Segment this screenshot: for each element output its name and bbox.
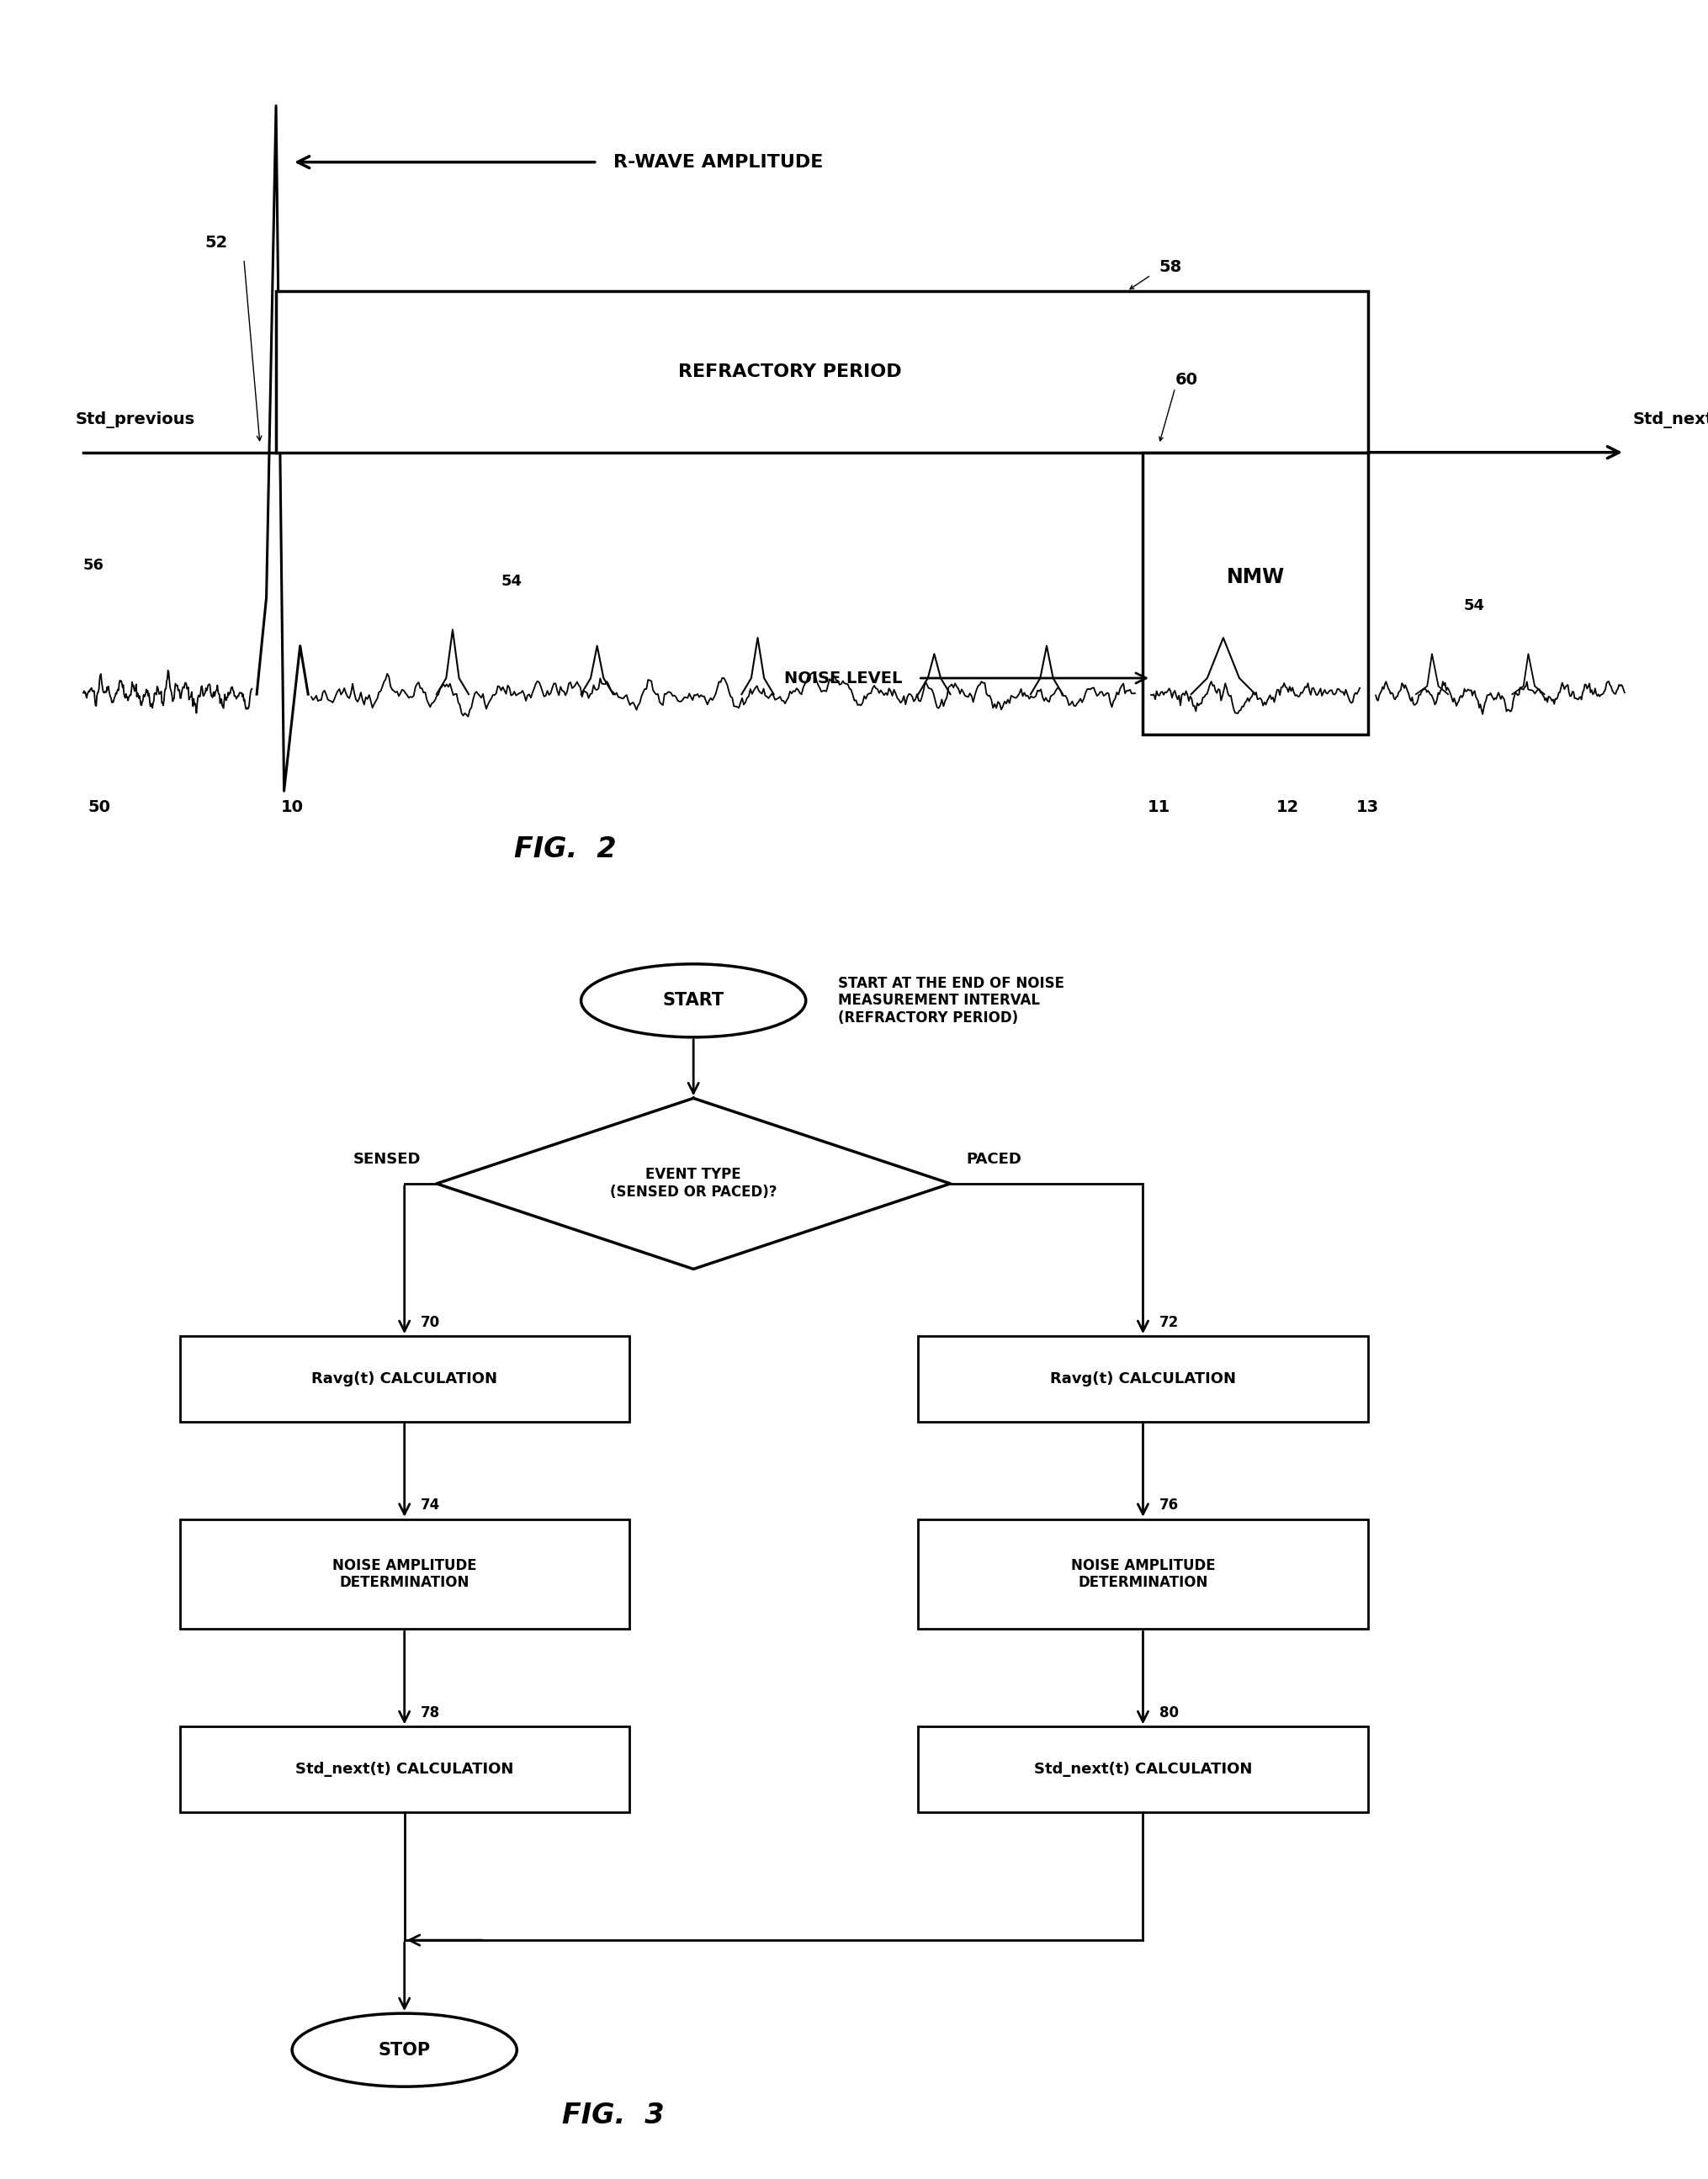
Text: SENSED: SENSED (354, 1153, 420, 1166)
Bar (919, 1519, 1368, 1630)
Text: 54: 54 (500, 573, 523, 588)
Text: Ravg(t) CALCULATION: Ravg(t) CALCULATION (311, 1371, 497, 1386)
Text: 58: 58 (1160, 259, 1182, 275)
Text: 76: 76 (1160, 1497, 1179, 1512)
Text: 52: 52 (205, 235, 227, 251)
Text: 12: 12 (1276, 800, 1300, 815)
Bar (1143, 453, 1368, 734)
Text: Std_next(t) CALCULATION: Std_next(t) CALCULATION (1033, 1763, 1252, 1776)
Text: Std_next(t) CALCULATION: Std_next(t) CALCULATION (295, 1763, 514, 1776)
Text: 60: 60 (1175, 373, 1197, 388)
Text: FIG.  3: FIG. 3 (562, 2101, 664, 2129)
Bar (919, 1726, 1368, 1813)
Text: 54: 54 (1464, 597, 1486, 612)
Text: FIG.  2: FIG. 2 (514, 837, 617, 863)
Text: Std_next: Std_next (1633, 412, 1708, 429)
Text: START AT THE END OF NOISE
MEASUREMENT INTERVAL
(REFRACTORY PERIOD): START AT THE END OF NOISE MEASUREMENT IN… (839, 976, 1064, 1026)
Text: EVENT TYPE
(SENSED OR PACED)?: EVENT TYPE (SENSED OR PACED)? (610, 1168, 777, 1201)
Text: R-WAVE AMPLITUDE: R-WAVE AMPLITUDE (613, 155, 823, 170)
Text: NOISE AMPLITUDE
DETERMINATION: NOISE AMPLITUDE DETERMINATION (1071, 1558, 1214, 1591)
Polygon shape (437, 1098, 950, 1268)
Text: NOISE LEVEL: NOISE LEVEL (784, 671, 902, 686)
Text: 10: 10 (280, 800, 304, 815)
Text: 56: 56 (84, 558, 104, 573)
Text: PACED: PACED (967, 1153, 1021, 1166)
Text: 74: 74 (420, 1497, 441, 1512)
Text: 72: 72 (1160, 1314, 1179, 1329)
Bar (919, 1336, 1368, 1421)
Text: 80: 80 (1160, 1706, 1179, 1721)
Text: Std_previous: Std_previous (75, 412, 195, 429)
Text: START: START (663, 991, 724, 1009)
Text: STOP: STOP (377, 2042, 430, 2059)
Bar (179, 1336, 629, 1421)
Ellipse shape (292, 2013, 518, 2087)
Bar (179, 1726, 629, 1813)
Text: Ravg(t) CALCULATION: Ravg(t) CALCULATION (1050, 1371, 1237, 1386)
Text: 11: 11 (1148, 800, 1170, 815)
Ellipse shape (581, 963, 806, 1037)
Text: 78: 78 (420, 1706, 441, 1721)
Text: 13: 13 (1356, 800, 1378, 815)
Text: REFRACTORY PERIOD: REFRACTORY PERIOD (678, 364, 902, 379)
Text: 70: 70 (420, 1314, 441, 1329)
Text: NOISE AMPLITUDE
DETERMINATION: NOISE AMPLITUDE DETERMINATION (333, 1558, 477, 1591)
Text: NMW: NMW (1226, 567, 1284, 588)
Bar (277, 292, 1368, 453)
Bar (179, 1519, 629, 1630)
Text: 50: 50 (89, 800, 111, 815)
